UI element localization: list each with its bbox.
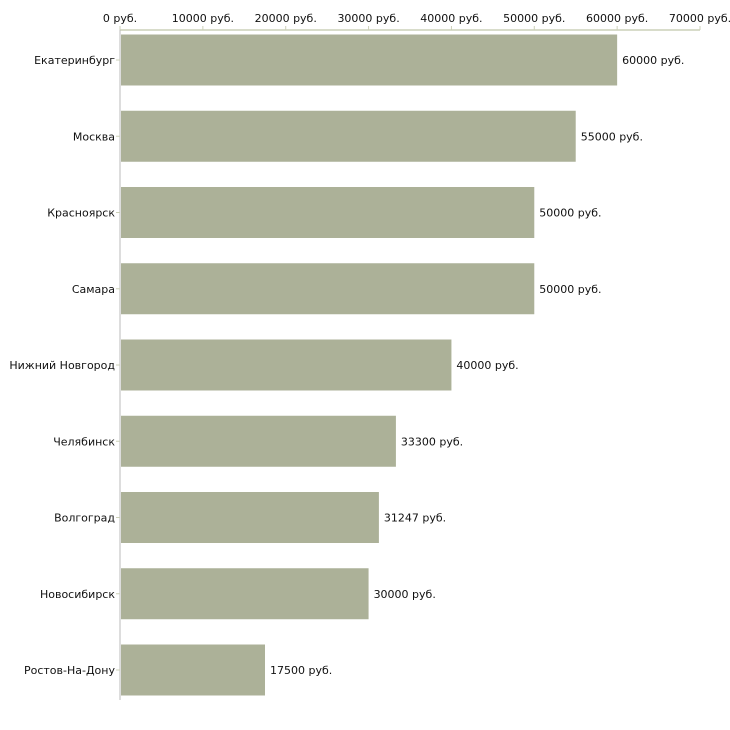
category-label: Волгоград: [54, 512, 115, 525]
bar-value-label: 55000 руб.: [581, 130, 643, 143]
bar: [121, 644, 265, 696]
category-label: Екатеринбург: [34, 54, 115, 67]
x-tick-label: 30000 руб.: [337, 12, 399, 25]
bar-value-label: 50000 руб.: [539, 207, 601, 220]
x-tick-label: 40000 руб.: [420, 12, 482, 25]
bar-value-label: 33300 руб.: [401, 435, 463, 448]
bar: [121, 263, 535, 315]
category-label: Челябинск: [53, 435, 115, 448]
category-label: Красноярск: [47, 207, 115, 220]
bar: [121, 492, 379, 543]
x-tick-label: 0 руб.: [103, 12, 137, 25]
bar: [121, 187, 535, 238]
bar-value-label: 50000 руб.: [539, 283, 601, 296]
x-tick-label: 60000 руб.: [586, 12, 648, 25]
bar-value-label: 60000 руб.: [622, 54, 684, 67]
x-tick-label: 20000 руб.: [255, 12, 317, 25]
x-tick-label: 70000 руб.: [669, 12, 730, 25]
bar-value-label: 30000 руб.: [374, 588, 436, 601]
category-label: Новосибирск: [40, 588, 115, 601]
bar-value-label: 17500 руб.: [270, 664, 332, 677]
bar: [121, 34, 618, 86]
bar-value-label: 40000 руб.: [456, 359, 518, 372]
bar: [121, 339, 452, 391]
x-tick-label: 50000 руб.: [503, 12, 565, 25]
category-label: Ростов-На-Дону: [24, 664, 115, 677]
category-label: Самара: [72, 283, 115, 296]
category-label: Москва: [73, 130, 115, 143]
x-tick-label: 10000 руб.: [172, 12, 234, 25]
bar-value-label: 31247 руб.: [384, 512, 446, 525]
bar: [121, 110, 576, 162]
bar: [121, 568, 369, 620]
bar: [121, 415, 396, 467]
category-label: Нижний Новгород: [9, 359, 115, 372]
